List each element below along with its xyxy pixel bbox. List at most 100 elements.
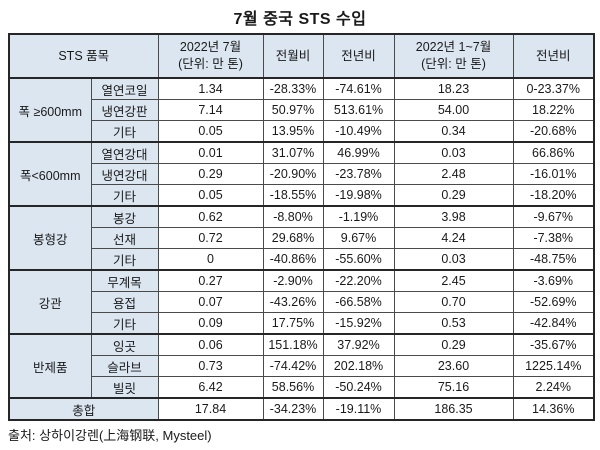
value-cell: -3.69%: [512, 269, 595, 292]
value-cell: 0.70: [393, 291, 514, 313]
header-july: 2022년 7월 (단위: 만 톤): [157, 33, 264, 79]
header-jan-jul: 2022년 1~7월 (단위: 만 톤): [393, 33, 514, 79]
total-value-cell: 17.84: [157, 397, 264, 421]
table-row: 냉연강대 0.29 -20.90% -23.78% 2.48 -16.01%: [9, 163, 595, 185]
value-cell: 2.45: [393, 269, 514, 292]
table-row: 폭 ≥600mm 열연코일 1.34 -28.33% -74.61% 18.23 0-23.…: [8, 77, 595, 143]
value-cell: -15.92%: [322, 312, 395, 335]
header-row: STS 품목 2022년 7월 (단위: 만 톤) 전월비 전년비 2022년 …: [8, 33, 595, 79]
value-cell: 50.97%: [262, 99, 324, 121]
value-cell: 0.06: [157, 333, 264, 356]
value-cell: -16.01%: [512, 163, 595, 185]
page-title: 7월 중국 STS 수입: [233, 11, 367, 28]
value-cell: -48.75%: [512, 248, 595, 271]
table-row: 선재 0.72 29.68% 9.67% 4.24 -7.38%: [9, 227, 595, 249]
source-note: 출처: 상하이강렌(上海钢联, Mysteel): [8, 428, 212, 443]
value-cell: 4.24: [393, 227, 514, 249]
table-row: 슬라브 0.73 -74.42% 202.18% 23.60 1225.14%: [9, 355, 595, 377]
value-cell: 0.09: [157, 312, 264, 335]
value-cell: 54.00: [393, 99, 514, 121]
total-value-cell: -34.23%: [262, 397, 324, 421]
value-cell: 13.95%: [262, 120, 324, 143]
item-label: 냉연강대: [90, 163, 159, 185]
group-label: 폭<600mm: [8, 141, 92, 207]
value-cell: 17.75%: [262, 312, 324, 335]
value-cell: 18.22%: [512, 99, 595, 121]
header-yoy: 전년비: [322, 33, 395, 79]
value-cell: 3.98: [393, 205, 514, 228]
table-header: STS 품목 2022년 7월 (단위: 만 톤) 전월비 전년비 2022년 …: [8, 33, 595, 79]
value-cell: 151.18%: [262, 333, 324, 356]
value-cell: -2.90%: [262, 269, 324, 292]
value-cell: -22.20%: [322, 269, 395, 292]
item-label: 봉강: [90, 205, 159, 228]
value-cell: 9.67%: [322, 227, 395, 249]
value-cell: -28.33%: [262, 77, 324, 100]
value-cell: -20.68%: [512, 120, 595, 143]
value-cell: 46.99%: [322, 141, 395, 164]
value-cell: -18.20%: [512, 184, 595, 207]
value-cell: 6.42: [157, 376, 264, 399]
value-cell: 0.29: [157, 163, 264, 185]
sts-import-table: STS 품목 2022년 7월 (단위: 만 톤) 전월비 전년비 2022년 …: [8, 33, 595, 421]
value-cell: 0.72: [157, 227, 264, 249]
item-label: 선재: [90, 227, 159, 249]
value-cell: -35.67%: [512, 333, 595, 356]
value-cell: 37.92%: [322, 333, 395, 356]
value-cell: 0.01: [157, 141, 264, 164]
item-label: 용접: [90, 291, 159, 313]
total-row: 총합 17.84 -34.23% -19.11% 186.35 14.36%: [8, 397, 595, 421]
value-cell: -74.42%: [262, 355, 324, 377]
value-cell: -40.86%: [262, 248, 324, 271]
value-cell: 0.29: [393, 333, 514, 356]
table-row: 용접 0.07 -43.26% -66.58% 0.70 -52.69%: [9, 291, 595, 313]
table-row: 강관 무계목 0.27 -2.90% -22.20% 2.45 -3.69%: [8, 269, 595, 335]
item-label: 기타: [90, 248, 159, 271]
value-cell: 0.73: [157, 355, 264, 377]
value-cell: 0.29: [393, 184, 514, 207]
value-cell: 0.03: [393, 141, 514, 164]
item-label: 기타: [90, 184, 159, 207]
group-label: 봉형강: [8, 205, 92, 271]
table-row: 폭<600mm 열연강대 0.01 31.07% 46.99% 0.03 66.86%: [8, 141, 595, 207]
value-cell: -18.55%: [262, 184, 324, 207]
value-cell: 2.48: [393, 163, 514, 185]
item-label: 잉곳: [90, 333, 159, 356]
header-mom: 전월비: [262, 33, 324, 79]
value-cell: 1225.14%: [512, 355, 595, 377]
item-label: 슬라브: [90, 355, 159, 377]
value-cell: 2.24%: [512, 376, 595, 399]
value-cell: -7.38%: [512, 227, 595, 249]
total-value-cell: 14.36%: [512, 397, 595, 421]
value-cell: -9.67%: [512, 205, 595, 228]
value-cell: 0.07: [157, 291, 264, 313]
group-label: 반제품: [8, 333, 92, 399]
total-value-cell: 186.35: [393, 397, 514, 421]
value-cell: -43.26%: [262, 291, 324, 313]
value-cell: 66.86%: [512, 141, 595, 164]
total-label: 총합: [8, 397, 159, 421]
value-cell: 23.60: [393, 355, 514, 377]
item-label: 기타: [90, 312, 159, 335]
value-cell: -1.19%: [322, 205, 395, 228]
table-row: 빌릿 6.42 58.56% -50.24% 75.16 2.24%: [9, 376, 595, 399]
item-label: 빌릿: [90, 376, 159, 399]
item-label: 무계목: [90, 269, 159, 292]
value-cell: 0.62: [157, 205, 264, 228]
table-row: 기타 0.09 17.75% -15.92% 0.53 -42.84%: [9, 312, 595, 335]
value-cell: -19.98%: [322, 184, 395, 207]
item-label: 기타: [90, 120, 159, 143]
value-cell: 0-23.37%: [512, 77, 595, 100]
value-cell: 29.68%: [262, 227, 324, 249]
group-label: 폭 ≥600mm: [8, 77, 92, 143]
value-cell: 0: [157, 248, 264, 271]
table-row: 반제품 잉곳 0.06 151.18% 37.92% 0.29 -35.67%: [8, 333, 595, 399]
table-body: 폭 ≥600mm 열연코일 1.34 -28.33% -74.61% 18.23 0-23.…: [8, 77, 595, 421]
value-cell: -66.58%: [322, 291, 395, 313]
value-cell: -10.49%: [322, 120, 395, 143]
table-row: 기타 0.05 -18.55% -19.98% 0.29 -18.20%: [9, 184, 595, 207]
value-cell: -55.60%: [322, 248, 395, 271]
item-label: 열연강대: [90, 141, 159, 164]
group-label: 강관: [8, 269, 92, 335]
value-cell: 0.03: [393, 248, 514, 271]
